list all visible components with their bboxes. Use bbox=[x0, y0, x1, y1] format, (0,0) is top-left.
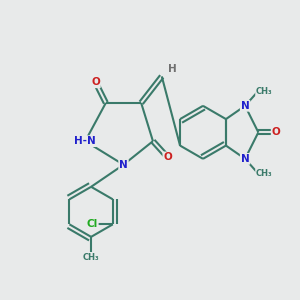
Text: N: N bbox=[241, 154, 250, 164]
Text: N: N bbox=[119, 160, 128, 170]
Text: O: O bbox=[91, 77, 100, 87]
Text: N: N bbox=[241, 101, 250, 111]
Text: O: O bbox=[163, 152, 172, 162]
Text: CH₃: CH₃ bbox=[83, 253, 99, 262]
Text: O: O bbox=[272, 127, 280, 137]
Text: CH₃: CH₃ bbox=[256, 87, 272, 96]
Text: H: H bbox=[168, 64, 176, 74]
Text: Cl: Cl bbox=[86, 219, 98, 229]
Text: CH₃: CH₃ bbox=[256, 169, 272, 178]
Text: H-N: H-N bbox=[74, 136, 96, 146]
